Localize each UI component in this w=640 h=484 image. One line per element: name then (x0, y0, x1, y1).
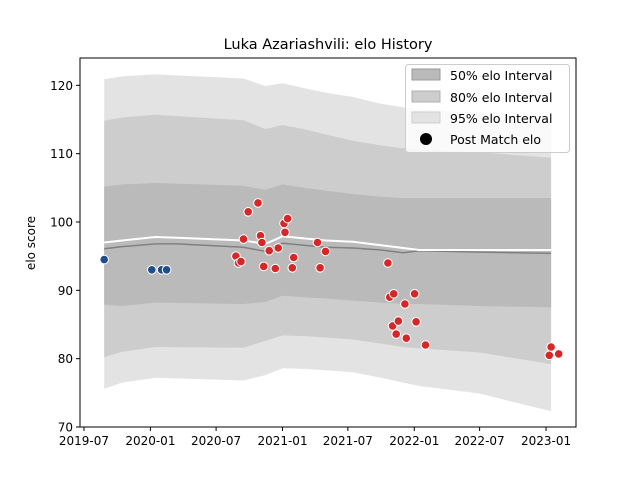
post-match-elo-point (253, 198, 263, 208)
x-axis: 2019-07 2020-01 2020-07 2021-01 2021-07 2022-… (59, 427, 571, 448)
post-match-elo-point (282, 213, 293, 224)
post-match-elo-point (546, 342, 556, 352)
x-tick-label: 2022-01 (389, 434, 439, 448)
post-match-elo-point (393, 316, 404, 326)
legend-box (405, 64, 570, 153)
mean-elo-line (104, 242, 552, 255)
y-axis: 70 80 90 100 110 120 (50, 79, 80, 435)
chart-title: Luka Azariashvili: elo History (224, 37, 433, 53)
y-tick-label: 120 (50, 79, 73, 93)
legend-marker-post-match (420, 133, 432, 145)
post-match-elo-point (99, 254, 109, 265)
trend-lines (104, 235, 552, 255)
post-match-elo-point (553, 349, 564, 359)
legend-label-80: 80% elo Interval (450, 90, 552, 105)
interval-bands (104, 74, 552, 412)
x-tick-label: 2020-07 (191, 434, 241, 448)
post-match-elo-point (411, 317, 421, 327)
post-match-elo-point (320, 246, 331, 257)
post-match-elo-point (280, 227, 290, 238)
y-tick-label: 100 (50, 216, 73, 230)
x-tick-label: 2020-01 (125, 434, 175, 448)
post-match-elo-point (287, 263, 298, 273)
legend: 50% elo Interval 80% elo Interval 95% el… (405, 64, 570, 153)
post-match-elo-point (147, 265, 157, 275)
median-elo-line (104, 235, 552, 251)
post-match-elo-point (161, 265, 172, 275)
post-match-elo-point (401, 333, 412, 344)
band-50-interval (104, 183, 552, 308)
post-match-elo-point (420, 340, 431, 350)
post-match-elo-point (273, 243, 284, 253)
post-match-elo-point (258, 261, 269, 272)
post-match-points (99, 198, 564, 361)
x-tick-label: 2022-07 (455, 434, 505, 448)
post-match-elo-point (544, 350, 555, 361)
legend-label-50: 50% elo Interval (450, 68, 552, 83)
post-match-elo-point (388, 289, 399, 299)
post-match-elo-point (391, 329, 402, 339)
post-match-elo-point (312, 237, 323, 248)
plot-frame (79, 57, 577, 428)
post-match-elo-point (257, 237, 267, 248)
x-tick-label: 2021-01 (257, 434, 307, 448)
legend-label-post-match: Post Match elo (450, 132, 541, 147)
post-match-elo-point (288, 252, 299, 263)
y-tick-label: 110 (50, 147, 73, 161)
y-tick-label: 80 (58, 352, 73, 366)
post-match-elo-point (238, 234, 249, 244)
post-match-elo-point (236, 256, 246, 267)
y-tick-label: 70 (58, 421, 73, 435)
post-match-elo-point (243, 207, 253, 217)
post-match-elo-point (383, 258, 393, 268)
legend-swatch-95 (411, 111, 441, 124)
post-match-elo-point (400, 299, 410, 309)
x-tick-label: 2021-07 (323, 434, 373, 448)
post-match-elo-point (264, 245, 275, 256)
y-axis-label: elo score (24, 216, 38, 270)
post-match-elo-point (409, 289, 420, 299)
legend-swatch-50 (411, 68, 441, 81)
x-tick-label: 2023-01 (521, 434, 571, 448)
post-match-elo-point (315, 263, 325, 273)
legend-swatch-80 (411, 90, 441, 103)
x-tick-label: 2019-07 (59, 434, 109, 448)
y-tick-label: 90 (58, 284, 73, 298)
post-match-elo-point (270, 263, 281, 274)
legend-label-95: 95% elo Interval (450, 111, 552, 126)
